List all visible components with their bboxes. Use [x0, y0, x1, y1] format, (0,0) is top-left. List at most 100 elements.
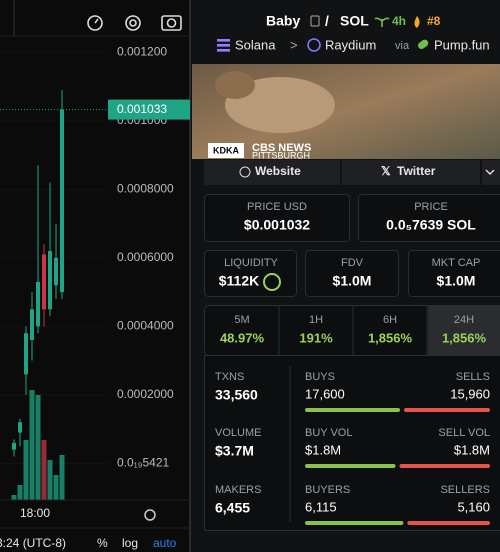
mcap-label: MKT CAP	[432, 257, 481, 269]
buy-bar	[305, 464, 396, 468]
price-card	[358, 194, 500, 242]
stat-card	[408, 250, 500, 297]
tab-value[interactable]: 191%	[299, 330, 333, 345]
candle-body	[18, 422, 22, 433]
candle-body	[36, 281, 40, 327]
price-usd-label: PRICE USD	[247, 201, 307, 213]
buy-label: BUY VOL	[305, 427, 353, 439]
candle-body	[30, 309, 34, 341]
candle-body	[24, 333, 28, 375]
liquidity: $112K	[219, 273, 259, 289]
txns-label: TXNS	[215, 371, 244, 383]
pair-sep: /	[325, 13, 329, 29]
tab-value[interactable]: 1,856%	[368, 330, 413, 345]
buy-bar	[305, 408, 401, 412]
chevron: >	[290, 37, 298, 52]
tab-label[interactable]: 24H	[454, 314, 474, 326]
tab-label[interactable]: 5M	[234, 314, 249, 326]
candle-body	[60, 109, 64, 293]
chain: Solana	[235, 37, 276, 52]
makers-label: MAKERS	[215, 484, 261, 496]
pumpfun-icon	[417, 39, 429, 49]
rank-icon	[414, 16, 420, 28]
footer-auto[interactable]: auto	[153, 536, 177, 550]
launchpad: Pump.fun	[434, 37, 490, 52]
sell-value: 5,160	[457, 499, 490, 514]
volume-bar	[35, 395, 41, 500]
sell-label: SELLERS	[440, 484, 490, 496]
x-tick-label: 18:00	[20, 506, 50, 520]
sell-value: $1.8M	[454, 442, 490, 457]
candle-body	[42, 254, 46, 310]
banner-station: KDKA	[213, 145, 239, 155]
footer-percent[interactable]: %	[97, 536, 108, 550]
price-sol: 0.0₅7639 SOL	[386, 217, 476, 233]
website-button[interactable]	[204, 160, 340, 185]
buy-bar	[305, 521, 404, 525]
stat-card	[305, 250, 399, 297]
buy-sell: BUYS SELLS 17,600 15,960 BUY VOL SELL VOL $1.8…	[305, 371, 490, 525]
liquidity-label: LIQUIDITY	[224, 257, 278, 269]
tabs: 5M 48.97% 1H 191% 6H 1,856% 24H 1,856%	[220, 306, 487, 355]
footer-log[interactable]: log	[122, 536, 138, 550]
y-tick-label: 0.0004000	[117, 319, 174, 333]
txns: 33,560	[215, 387, 258, 403]
twitter-button[interactable]	[342, 160, 480, 185]
price-card	[204, 194, 350, 242]
tab-value[interactable]: 1,856%	[442, 330, 487, 345]
buy-value: 17,600	[305, 386, 345, 401]
y-tick-label: 0.0008000	[117, 182, 174, 196]
volume-bar	[41, 440, 47, 500]
fdv-label: FDV	[341, 257, 364, 269]
y-tick-label: 0.0006000	[117, 250, 174, 264]
last-price-label: 0.001033	[117, 102, 167, 116]
website-label[interactable]: Website	[255, 164, 301, 178]
banner-shape	[215, 71, 255, 99]
banner-city: PITTSBURGH	[252, 150, 310, 160]
sell-label: SELL VOL	[438, 427, 490, 439]
stat-card	[204, 250, 297, 297]
y-tick-label: 0.001200	[117, 45, 167, 59]
copy-icon[interactable]	[310, 15, 320, 27]
solana-icon	[217, 39, 230, 52]
footer-time: 3:24 (UTC-8)	[0, 536, 66, 550]
volume-label: VOLUME	[215, 427, 261, 439]
makers: 6,455	[215, 500, 250, 516]
station-box	[208, 143, 244, 158]
pair-rank: #8	[427, 14, 441, 28]
volume-bar	[17, 485, 23, 500]
volume-bar	[47, 460, 53, 500]
volume-bar	[59, 455, 65, 500]
pair-base: Baby	[266, 13, 300, 29]
toolbar-icons[interactable]	[87, 15, 182, 31]
volume-bar	[23, 440, 29, 500]
y-tick-label: 0.0002000	[117, 387, 174, 401]
globe-icon	[239, 166, 251, 178]
last-price-tag	[108, 99, 190, 120]
banner-network: CBS NEWS	[252, 142, 311, 154]
price-sol-label: PRICE	[414, 201, 448, 213]
settings-icon[interactable]	[144, 509, 156, 521]
pair-age: 4h	[392, 14, 406, 28]
via: via	[395, 40, 410, 52]
sell-label: SELLS	[456, 371, 490, 383]
twitter-label[interactable]: Twitter	[397, 164, 436, 178]
raydium-icon	[307, 38, 321, 52]
tab-label[interactable]: 6H	[383, 314, 397, 326]
tab-label[interactable]: 1H	[309, 314, 323, 326]
volume-bar	[29, 390, 35, 500]
y-tick-label: 0.0₁₉5421	[117, 456, 170, 470]
sell-bar	[407, 521, 490, 525]
lock-icon	[263, 273, 281, 291]
chevron-down	[485, 169, 495, 176]
x-icon: 𝕏	[381, 164, 391, 178]
tab-value[interactable]: 48.97%	[220, 330, 265, 345]
sell-bar	[404, 408, 490, 412]
pair-quote: SOL	[340, 13, 369, 29]
mcap: $1.0M	[437, 273, 476, 289]
buy-value: 6,115	[305, 499, 337, 514]
age-icon	[374, 17, 390, 27]
buy-label: BUYERS	[305, 484, 350, 496]
volume-bar	[11, 495, 17, 500]
